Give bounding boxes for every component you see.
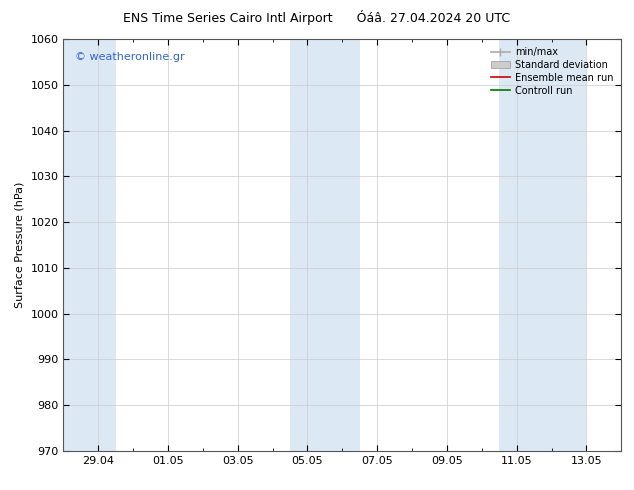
Bar: [500, 39, 586, 451]
Bar: [63, 39, 115, 451]
Legend: min/max, Standard deviation, Ensemble mean run, Controll run: min/max, Standard deviation, Ensemble me…: [488, 44, 616, 98]
Text: ENS Time Series Cairo Intl Airport      Óáâ. 27.04.2024 20 UTC: ENS Time Series Cairo Intl Airport Óáâ. …: [124, 10, 510, 25]
Text: © weatheronline.gr: © weatheronline.gr: [75, 51, 184, 62]
Bar: [290, 39, 359, 451]
Y-axis label: Surface Pressure (hPa): Surface Pressure (hPa): [15, 182, 25, 308]
